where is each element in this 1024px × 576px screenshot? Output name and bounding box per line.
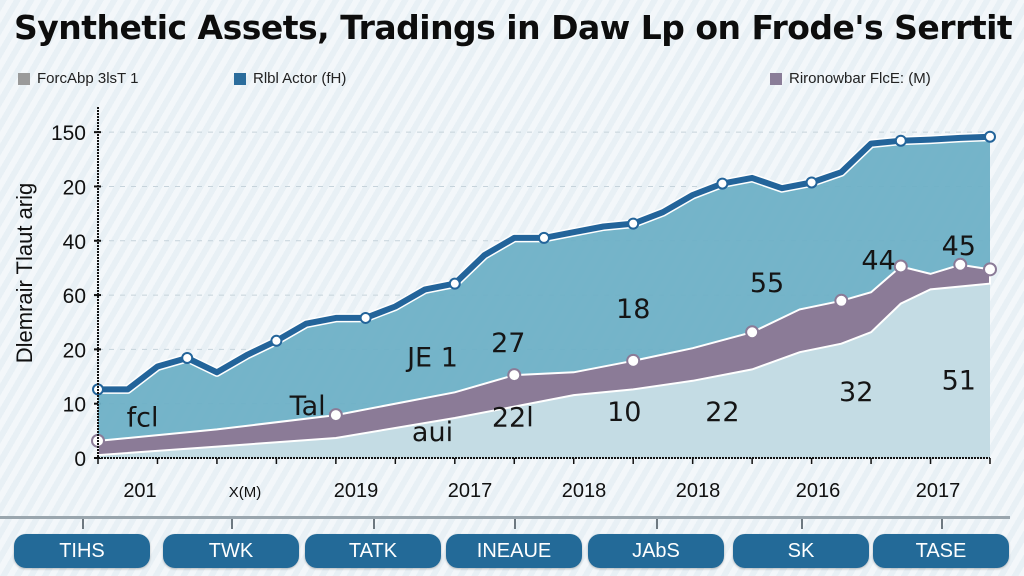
- legend-label-1: ForcAbp 3lsT 1: [37, 70, 139, 87]
- timeline-tick: [514, 519, 516, 529]
- timeline-axis: [0, 516, 1010, 519]
- y-tick-label: 150: [51, 122, 86, 145]
- data-label: 22: [705, 397, 739, 428]
- band-area: [97, 263, 991, 457]
- y-tick-label: 20: [63, 339, 86, 362]
- legend-swatch-3: [770, 72, 782, 85]
- data-label: 10: [607, 397, 641, 428]
- band-marker: [983, 262, 997, 277]
- legend-label-2: Rlbl Actor (fH): [253, 70, 347, 87]
- timeline-button-twk[interactable]: TWK: [163, 534, 299, 568]
- top-line-marker: [448, 277, 461, 290]
- x-tick-label: 2016: [795, 480, 841, 502]
- band-marker: [507, 368, 522, 383]
- top-line-marker: [894, 134, 907, 147]
- data-label: 51: [942, 365, 976, 396]
- band-marker: [745, 325, 760, 340]
- timeline-tick: [231, 519, 233, 529]
- top-line-marker: [538, 231, 550, 244]
- timeline-button-tase[interactable]: TASE: [873, 534, 1009, 568]
- band-marker: [834, 293, 849, 308]
- legend-item-1: ForcAbp 3lsT 1: [18, 70, 138, 87]
- timeline-tick: [656, 519, 658, 529]
- x-tick-label: 2018: [675, 480, 721, 502]
- legend-swatch-1: [18, 72, 30, 85]
- timeline-button-sk[interactable]: SK: [733, 534, 869, 568]
- band-marker: [328, 408, 343, 423]
- y-tick-label: 20: [63, 176, 86, 199]
- legend-item-3: Rironowbar FlcE: (M): [770, 70, 931, 87]
- data-label: 27: [491, 328, 525, 359]
- band-marker: [893, 259, 908, 274]
- top-line-marker: [716, 177, 729, 190]
- timeline-tick: [801, 519, 803, 529]
- x-tick-label: 2018: [561, 480, 607, 502]
- data-label: JE 1: [405, 343, 458, 374]
- x-tick-label: 2017: [915, 480, 961, 502]
- y-tick-label: 60: [63, 285, 86, 308]
- legend-swatch-2: [234, 72, 246, 85]
- bottom-area-fill: [98, 283, 990, 458]
- data-label: 32: [839, 377, 873, 408]
- top-line-marker: [805, 176, 818, 189]
- data-label: 44: [861, 245, 895, 276]
- data-label: 22l: [492, 403, 534, 434]
- top-line-marker: [359, 311, 372, 324]
- y-tick-label: 40: [63, 231, 86, 254]
- y-tick-label: 10: [63, 394, 86, 417]
- data-label: Tal: [289, 391, 326, 422]
- top-line-marker: [181, 351, 194, 364]
- timeline-tick: [373, 519, 375, 529]
- legend-label-3: Rironowbar FlcE: (M): [789, 70, 931, 87]
- timeline-tick: [82, 519, 84, 529]
- band-marker: [953, 257, 968, 272]
- data-label: fcl: [127, 403, 159, 434]
- top-line-marker: [270, 334, 283, 347]
- timeline-button-tatk[interactable]: TATK: [305, 534, 441, 568]
- band-marker: [626, 353, 641, 368]
- timeline-tick: [941, 519, 943, 529]
- data-label: 45: [942, 231, 976, 262]
- timeline-button-ineaue[interactable]: INEAUE: [446, 534, 582, 568]
- x-tick-label: 201: [123, 480, 157, 502]
- x-tick-label: 2017: [447, 480, 493, 502]
- chart-title: Synthetic Assets, Tradings in Daw Lp on …: [14, 8, 1013, 47]
- timeline-button-tihs[interactable]: TIHS: [14, 534, 150, 568]
- data-label: aui: [412, 417, 453, 448]
- data-label: 18: [616, 294, 650, 325]
- legend-item-2: Rlbl Actor (fH): [234, 70, 346, 87]
- y-tick-label: 0: [74, 448, 86, 471]
- timeline-button-jabs[interactable]: JAbS: [588, 534, 724, 568]
- x-tick-label: X(M): [228, 484, 262, 501]
- top-line-marker: [627, 217, 640, 230]
- data-label: 55: [750, 268, 784, 299]
- x-tick-label: 2019: [333, 480, 379, 502]
- top-line-marker: [984, 130, 996, 143]
